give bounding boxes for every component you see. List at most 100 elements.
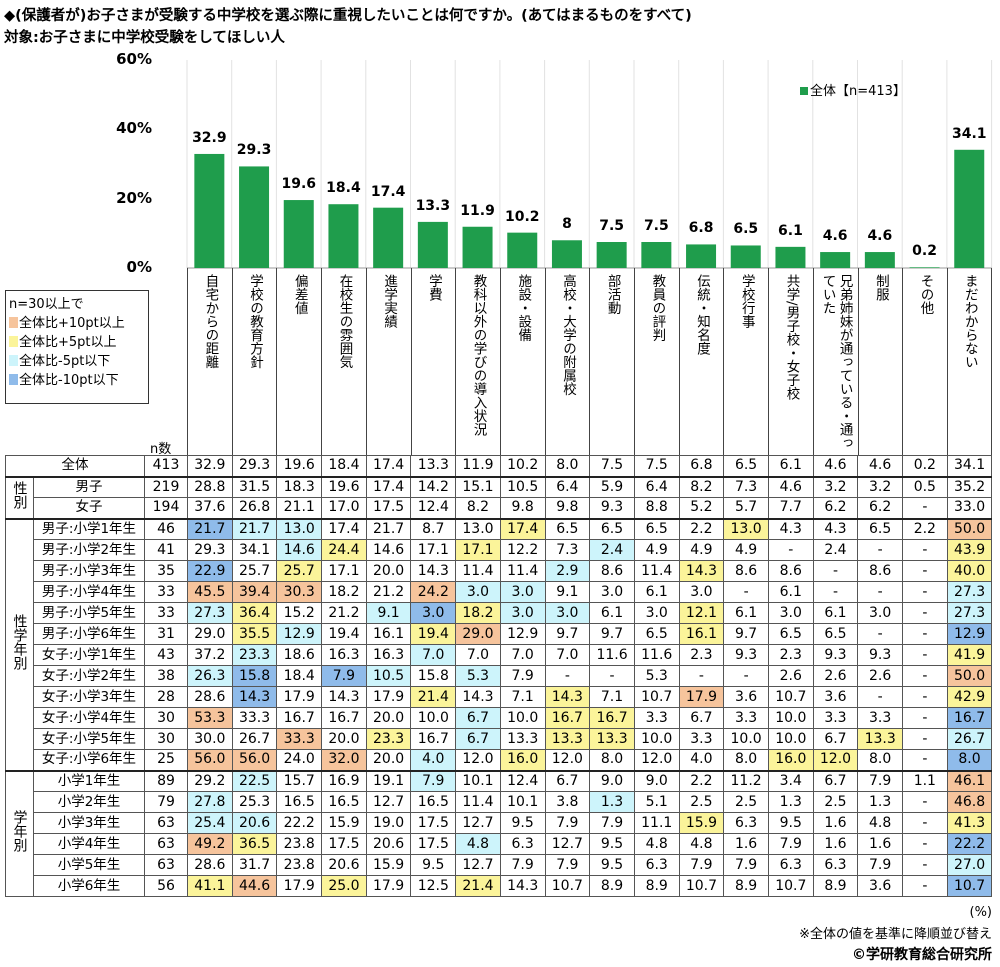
table-cell: 12.9 (276, 623, 323, 645)
table-cell: 6.5 (723, 455, 769, 477)
copyright: ©学研教育総合研究所 (852, 947, 992, 963)
table-cell: 14.3 (678, 560, 725, 582)
bar-value-label: 11.9 (460, 202, 495, 219)
table-cell: 5.1 (633, 791, 680, 813)
table-cell: 16.5 (410, 791, 457, 813)
table-cell: 21.1 (276, 497, 323, 519)
table-cell: - (902, 560, 948, 582)
row-label: 全体 (5, 455, 145, 477)
bar (507, 232, 538, 268)
table-cell: 7.0 (499, 644, 546, 666)
table-cell: 10.0 (499, 707, 546, 729)
row-label: 男子:小学4年生 (33, 581, 145, 603)
legend-label: 全体【n=413】 (810, 84, 906, 99)
table-cell: 17.5 (410, 812, 457, 834)
table-cell: 27.0 (946, 854, 993, 876)
table-cell: 12.9 (946, 623, 993, 645)
n-count: 63 (144, 812, 188, 834)
table-cell: 12.7 (455, 812, 501, 834)
highlight-legend-item: 全体比-5pt以下 (9, 352, 145, 371)
table-cell: 27.3 (946, 581, 993, 603)
table-cell: 6.5 (812, 623, 859, 645)
table-cell: 11.6 (633, 644, 680, 666)
table-cell: 7.1 (589, 686, 635, 708)
table-cell: 13.3 (544, 728, 591, 750)
table-cell: 22.5 (231, 769, 278, 792)
table-row: 男子:小学5年生 33 27.3 36.4 15.2 21.2 9.1 3.0 18.2 3.0 3… (6, 602, 993, 624)
table-cell: 2.2 (902, 517, 948, 540)
n-count: 35 (144, 560, 188, 582)
bar-value-label: 4.6 (822, 228, 848, 245)
table-cell: 10.0 (633, 728, 680, 750)
n-count: 63 (144, 833, 188, 855)
highlight-legend-item: 全体比+5pt以上 (9, 333, 145, 352)
table-cell: 6.3 (499, 833, 546, 855)
table-cell: 8.0 (589, 749, 635, 771)
table-cell: 8.6 (589, 560, 635, 582)
column-header: 学校行事 (723, 268, 768, 455)
row-label: 男子:小学1年生 (33, 517, 145, 540)
table-cell: 16.7 (589, 707, 635, 729)
table-cell: 3.0 (767, 602, 814, 624)
table-cell: 14.2 (410, 475, 457, 498)
bar-value-label: 29.3 (236, 142, 272, 159)
table-cell: 4.8 (633, 833, 680, 855)
table-cell: 8.0 (946, 749, 993, 771)
table-cell: 6.5 (633, 623, 680, 645)
table-cell: 2.5 (678, 791, 725, 813)
column-header-label: 部活動 (604, 274, 621, 315)
table-cell: - (902, 791, 948, 813)
table-cell: 6.4 (544, 475, 591, 498)
table-cell: 33.3 (231, 707, 278, 729)
legend-swatch (800, 87, 808, 95)
table-cell: 13.3 (857, 728, 903, 750)
table-cell: 14.3 (410, 560, 457, 582)
table-cell: 8.0 (544, 455, 591, 477)
table-cell: 10.1 (499, 791, 546, 813)
table-cell: 12.7 (365, 791, 412, 813)
table-cell: 8.0 (723, 749, 769, 771)
table-cell: 2.5 (723, 791, 769, 813)
table-cell: 12.5 (410, 875, 457, 897)
table-cell: 6.5 (633, 517, 680, 540)
n-count: 413 (144, 455, 188, 477)
table-cell: 9.0 (589, 769, 635, 792)
row-label: 小学3年生 (33, 812, 145, 834)
table-cell: 21.7 (231, 517, 278, 540)
table-cell: 9.0 (633, 769, 680, 792)
table-cell: 3.2 (857, 475, 903, 498)
table-cell: 17.5 (410, 833, 457, 855)
table-cell: 1.1 (902, 769, 948, 792)
table-cell: 17.1 (455, 539, 501, 561)
table-cell: 15.9 (365, 854, 412, 876)
table-cell: 10.5 (499, 475, 546, 498)
table-cell: 17.4 (365, 455, 412, 477)
n-count: 89 (144, 769, 188, 792)
table-cell: 19.1 (365, 769, 412, 792)
table-cell: 11.4 (455, 560, 501, 582)
table-cell: 6.7 (544, 769, 591, 792)
table-cell: 21.7 (365, 517, 412, 540)
bar (462, 226, 493, 268)
row-label: 男子:小学3年生 (33, 560, 145, 582)
table-cell: 11.1 (633, 812, 680, 834)
table-cell: 17.5 (365, 497, 412, 519)
table-cell: 17.9 (365, 875, 412, 897)
bar (283, 200, 314, 268)
column-header-label: 自宅からの距離 (202, 274, 219, 369)
table-cell: 41.1 (187, 875, 233, 897)
table-cell: 11.4 (499, 560, 546, 582)
n-count: 43 (144, 644, 188, 666)
table-cell: 7.3 (544, 539, 591, 561)
table-cell: - (767, 539, 814, 561)
table-cell: - (857, 539, 903, 561)
table-cell: 29.0 (187, 623, 233, 645)
table-cell: 5.7 (723, 497, 769, 519)
bar (775, 246, 806, 268)
table-cell: 13.0 (723, 517, 769, 540)
table-cell: - (902, 686, 948, 708)
chart-legend: 全体【n=413】 (800, 80, 906, 99)
n-count: 56 (144, 875, 188, 897)
table-cell: 25.0 (321, 875, 367, 897)
table-cell: 16.9 (321, 769, 367, 792)
